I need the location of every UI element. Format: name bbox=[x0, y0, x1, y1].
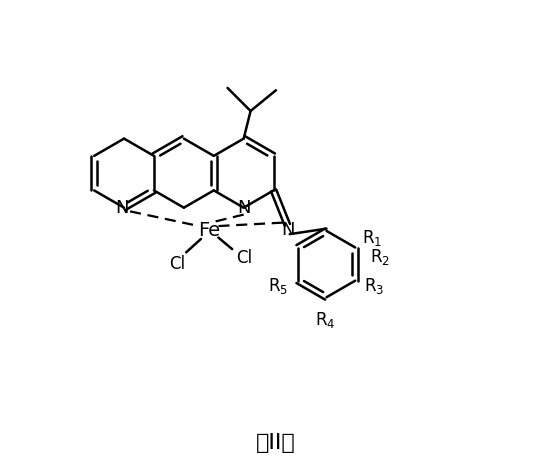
Text: N: N bbox=[282, 221, 295, 240]
Text: Fe: Fe bbox=[198, 221, 220, 240]
Text: Cl: Cl bbox=[169, 255, 185, 273]
Text: R$_1$: R$_1$ bbox=[362, 228, 382, 248]
Text: （II）: （II） bbox=[256, 432, 296, 452]
Text: Cl: Cl bbox=[236, 249, 252, 267]
Text: R$_5$: R$_5$ bbox=[268, 276, 288, 296]
Text: N: N bbox=[115, 199, 129, 217]
Text: R$_4$: R$_4$ bbox=[315, 310, 336, 330]
Text: R$_2$: R$_2$ bbox=[370, 247, 390, 267]
Text: N: N bbox=[237, 199, 251, 217]
Text: R$_3$: R$_3$ bbox=[364, 276, 384, 296]
